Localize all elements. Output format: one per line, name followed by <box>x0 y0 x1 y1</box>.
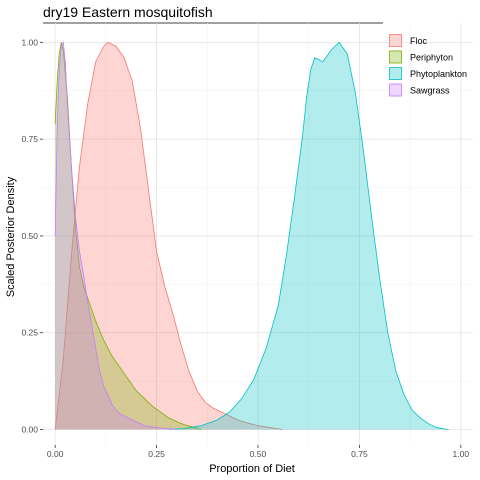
density-line-phytoplankton <box>168 41 449 430</box>
legend-key-sawgrass <box>389 83 402 97</box>
y-tick-label: 0.75 <box>21 134 38 144</box>
legend-label-sawgrass: Sawgrass <box>410 86 450 96</box>
density-area-periphyton <box>55 42 202 430</box>
y-tick-label: 1.00 <box>21 37 38 47</box>
legend-key-bg-sawgrass <box>389 83 402 97</box>
legend-label-phytoplankton: Phytoplankton <box>410 69 467 79</box>
density-area-phytoplankton <box>168 42 449 430</box>
legend-key-bg-floc <box>389 34 402 47</box>
y-tick-label: 0.00 <box>21 425 38 435</box>
y-axis: 0.00 0.25 0.50 0.75 1.00 <box>21 37 43 435</box>
x-tick-label: 0.00 <box>47 449 64 459</box>
chart-title: dry19 Eastern mosquitofish <box>43 4 213 20</box>
density-area-sawgrass <box>55 42 177 430</box>
legend-key-bg-periphyton <box>389 50 402 64</box>
legend-key-phytoplankton <box>389 67 402 80</box>
x-axis-title: Proportion of Diet <box>209 463 295 475</box>
x-tick-label: 0.50 <box>250 449 267 459</box>
y-tick-label: 0.25 <box>21 328 38 338</box>
density-line-periphyton <box>54 42 202 430</box>
legend-label-floc: Floc <box>410 36 428 46</box>
x-tick-label: 1.00 <box>453 449 470 459</box>
legend-key-floc <box>389 34 402 47</box>
x-axis: 0.00 0.25 0.50 0.75 1.00 <box>47 445 469 459</box>
series-layer <box>54 41 449 430</box>
x-tick-label: 0.25 <box>148 449 165 459</box>
legend: Floc Periphyton Phytoplankton Sawgrass <box>389 34 467 97</box>
legend-key-bg-phytoplankton <box>389 67 402 80</box>
density-line-sawgrass <box>54 41 177 430</box>
density-line-floc <box>54 41 283 430</box>
y-tick-label: 0.50 <box>21 231 38 241</box>
legend-label-periphyton: Periphyton <box>410 53 453 63</box>
x-tick-label: 0.75 <box>351 449 368 459</box>
legend-key-periphyton <box>389 50 402 64</box>
density-area-floc <box>55 42 283 430</box>
y-axis-title: Scaled Posterior Density <box>5 176 17 297</box>
